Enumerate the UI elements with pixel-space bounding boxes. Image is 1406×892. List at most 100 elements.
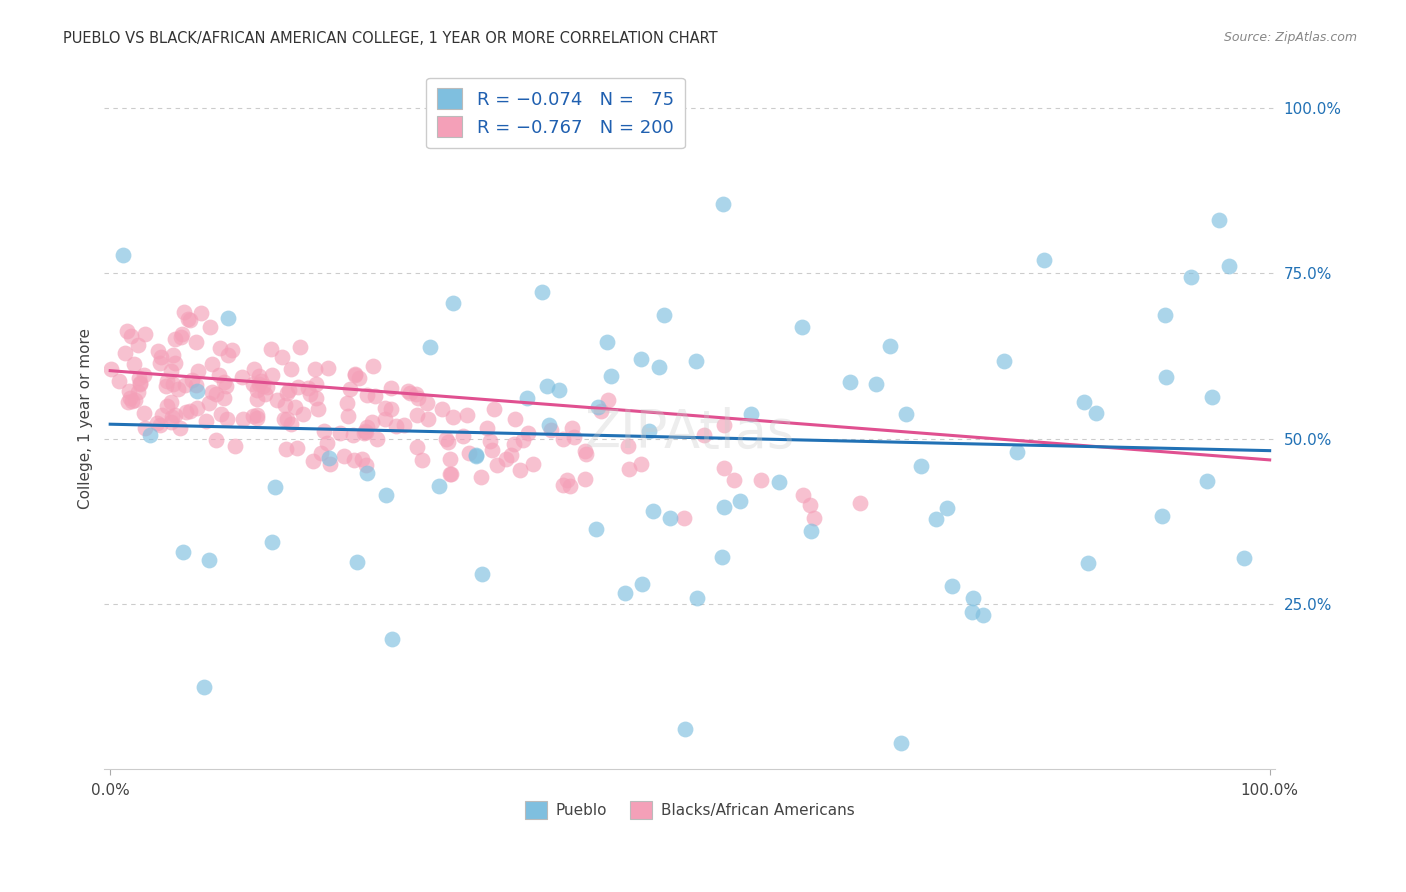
- Point: [242, 409, 264, 424]
- Point: [231, 370, 253, 384]
- Point: [693, 428, 716, 442]
- Point: [749, 473, 772, 487]
- Point: [723, 473, 745, 487]
- Point: [163, 356, 186, 370]
- Point: [316, 436, 339, 450]
- Point: [194, 414, 217, 428]
- Point: [522, 457, 544, 471]
- Point: [221, 343, 243, 358]
- Point: [181, 373, 204, 387]
- Point: [217, 349, 239, 363]
- Point: [134, 421, 156, 435]
- Point: [485, 458, 508, 472]
- Point: [471, 567, 494, 582]
- Point: [1208, 212, 1230, 227]
- Point: [962, 605, 984, 619]
- Point: [179, 403, 201, 417]
- Point: [186, 401, 208, 415]
- Point: [713, 500, 735, 514]
- Point: [298, 387, 321, 401]
- Point: [658, 511, 681, 525]
- Point: [198, 553, 221, 567]
- Point: [271, 350, 294, 364]
- Point: [686, 591, 709, 606]
- Point: [276, 412, 298, 426]
- Point: [910, 458, 932, 473]
- Point: [170, 326, 193, 341]
- Point: [470, 469, 492, 483]
- Point: [381, 632, 404, 646]
- Point: [392, 418, 415, 433]
- Point: [305, 376, 328, 391]
- Point: [374, 412, 396, 426]
- Point: [399, 385, 422, 400]
- Point: [637, 424, 659, 438]
- Point: [384, 418, 406, 433]
- Point: [155, 400, 177, 414]
- Point: [278, 383, 301, 397]
- Point: [1152, 508, 1174, 523]
- Point: [347, 371, 370, 385]
- Point: [305, 391, 328, 405]
- Point: [356, 420, 378, 434]
- Point: [540, 423, 562, 437]
- Point: [405, 408, 427, 422]
- Point: [280, 361, 302, 376]
- Point: [1201, 390, 1223, 404]
- Point: [193, 680, 215, 694]
- Point: [190, 306, 212, 320]
- Point: [172, 544, 194, 558]
- Point: [252, 379, 274, 393]
- Point: [107, 374, 129, 388]
- Point: [179, 312, 201, 326]
- Point: [162, 348, 184, 362]
- Point: [585, 522, 607, 536]
- Point: [478, 434, 501, 449]
- Point: [890, 736, 912, 750]
- Point: [352, 451, 374, 466]
- Text: Source: ZipAtlas.com: Source: ZipAtlas.com: [1223, 31, 1357, 45]
- Point: [502, 437, 524, 451]
- Point: [232, 412, 254, 426]
- Point: [574, 443, 596, 458]
- Point: [356, 466, 378, 480]
- Point: [538, 418, 561, 433]
- Point: [150, 408, 173, 422]
- Point: [839, 375, 862, 389]
- Point: [711, 197, 734, 211]
- Point: [673, 722, 696, 736]
- Point: [297, 381, 319, 395]
- Point: [162, 377, 184, 392]
- Point: [495, 452, 517, 467]
- Point: [212, 392, 235, 406]
- Y-axis label: College, 1 year or more: College, 1 year or more: [79, 328, 93, 509]
- Point: [128, 371, 150, 385]
- Point: [509, 463, 531, 477]
- Point: [1084, 406, 1107, 420]
- Point: [318, 451, 340, 466]
- Point: [436, 434, 458, 449]
- Point: [215, 411, 238, 425]
- Point: [336, 396, 359, 410]
- Point: [163, 408, 186, 422]
- Point: [411, 453, 433, 467]
- Point: [353, 426, 375, 441]
- Point: [630, 577, 652, 591]
- Point: [574, 472, 596, 486]
- Point: [167, 382, 190, 396]
- Point: [212, 376, 235, 390]
- Point: [713, 461, 735, 475]
- Point: [879, 339, 901, 353]
- Point: [155, 378, 177, 392]
- Point: [530, 285, 553, 299]
- Point: [132, 406, 155, 420]
- Point: [406, 440, 429, 454]
- Point: [276, 386, 298, 401]
- Point: [266, 392, 288, 407]
- Point: [285, 441, 308, 455]
- Point: [439, 452, 461, 467]
- Point: [174, 378, 197, 392]
- Point: [1005, 445, 1028, 459]
- Point: [304, 361, 326, 376]
- Point: [711, 550, 734, 565]
